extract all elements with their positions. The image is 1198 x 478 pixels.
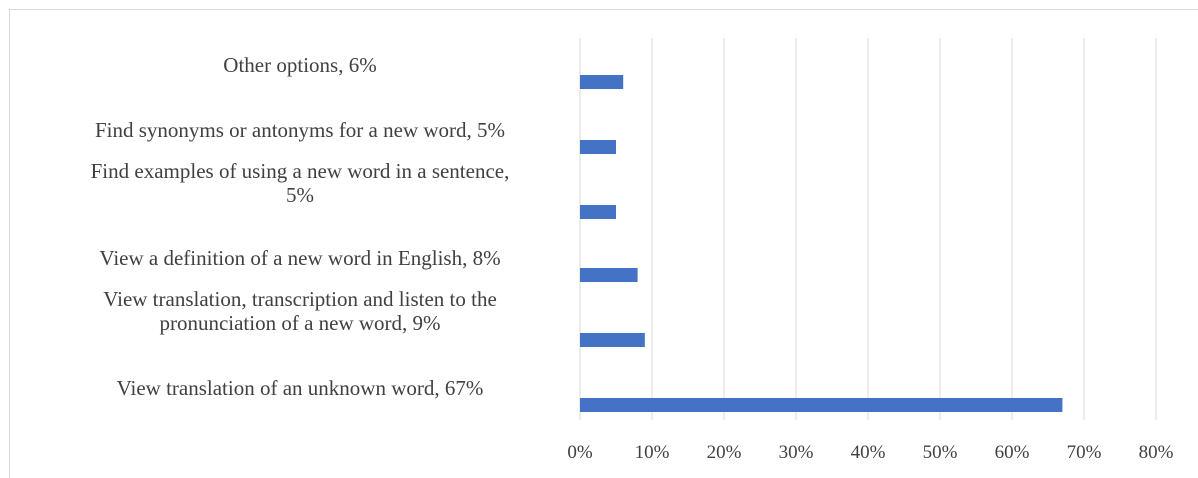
x-tick-label: 70% [1067, 442, 1102, 463]
x-tick-label: 60% [995, 442, 1030, 463]
x-tick-label: 80% [1139, 442, 1174, 463]
category-label-line: Find synonyms or antonyms for a new word… [95, 118, 505, 142]
category-label-line: 5% [286, 183, 314, 207]
category-label: Find examples of using a new word in a s… [91, 159, 510, 207]
x-tick-label: 50% [923, 442, 958, 463]
bar [580, 268, 638, 282]
category-label: Find synonyms or antonyms for a new word… [95, 118, 505, 142]
bars [580, 75, 1063, 412]
x-tick-label: 10% [635, 442, 670, 463]
category-label: View translation, transcription and list… [103, 287, 497, 335]
category-label-line: Find examples of using a new word in a s… [91, 159, 510, 183]
bar [580, 75, 624, 89]
category-label: View translation of an unknown word, 67% [117, 376, 484, 400]
category-label-line: Other options, 6% [223, 53, 376, 77]
category-label: Other options, 6% [223, 53, 376, 77]
bar [580, 333, 645, 347]
bar [580, 205, 616, 219]
category-label-line: pronunciation of a new word, 9% [159, 311, 440, 335]
x-tick-label: 20% [707, 442, 742, 463]
category-labels: View translation of an unknown word, 67%… [91, 53, 510, 400]
x-tick-label: 40% [851, 442, 886, 463]
bar [580, 398, 1063, 412]
bar [580, 140, 616, 154]
x-tick-label: 30% [779, 442, 814, 463]
x-axis-tick-labels: 0% 10% 20% 30% 40% 50% 60% 70% 80% [567, 442, 1173, 463]
category-label: View a definition of a new word in Engli… [99, 246, 500, 270]
category-label-line: View translation of an unknown word, 67% [117, 376, 484, 400]
category-label-line: View translation, transcription and list… [103, 287, 497, 311]
gridlines [579, 38, 1157, 420]
category-label-line: View a definition of a new word in Engli… [99, 246, 500, 270]
x-tick-label: 0% [567, 442, 593, 463]
